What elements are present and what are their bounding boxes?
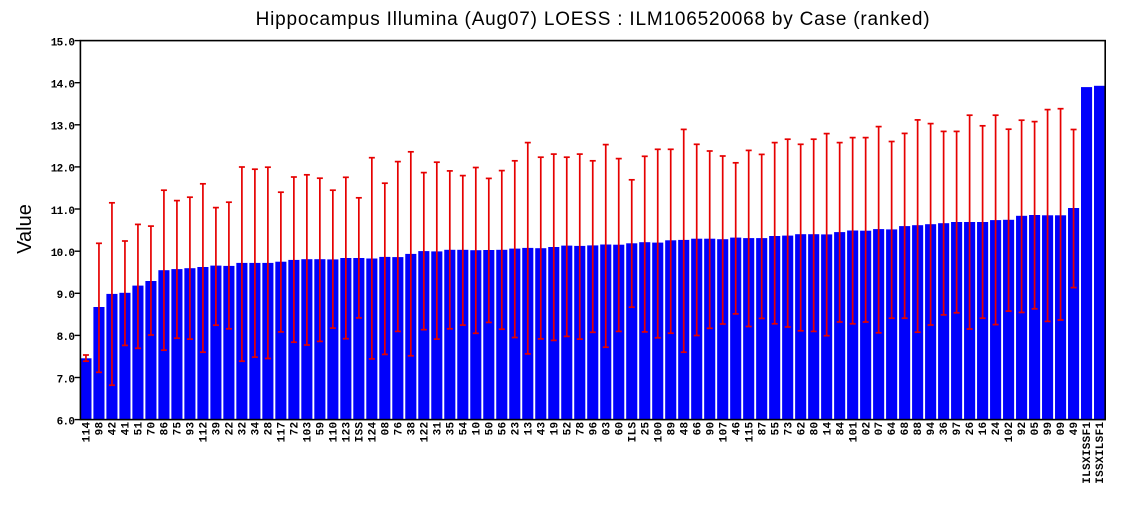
svg-text:51: 51 — [134, 422, 146, 436]
svg-text:ISS: ISS — [354, 422, 366, 443]
svg-text:70: 70 — [147, 422, 159, 436]
svg-text:110: 110 — [328, 422, 340, 443]
svg-text:24: 24 — [991, 422, 1003, 436]
svg-text:66: 66 — [692, 422, 704, 436]
svg-text:03: 03 — [601, 422, 613, 436]
svg-text:96: 96 — [588, 422, 600, 436]
svg-text:12.0: 12.0 — [51, 164, 75, 176]
svg-text:114: 114 — [82, 422, 94, 443]
svg-text:72: 72 — [289, 422, 301, 436]
svg-text:8.0: 8.0 — [57, 332, 75, 344]
svg-text:101: 101 — [848, 422, 860, 443]
svg-text:88: 88 — [913, 422, 925, 436]
svg-text:9.0: 9.0 — [57, 290, 75, 302]
svg-text:41: 41 — [121, 422, 133, 436]
svg-text:80: 80 — [809, 422, 821, 436]
svg-text:Value: Value — [14, 204, 36, 254]
svg-text:97: 97 — [952, 422, 964, 436]
svg-text:123: 123 — [341, 422, 353, 443]
svg-text:124: 124 — [367, 422, 379, 443]
svg-text:73: 73 — [783, 422, 795, 436]
svg-text:19: 19 — [549, 422, 561, 436]
svg-text:75: 75 — [173, 422, 185, 436]
svg-text:28: 28 — [263, 422, 275, 436]
svg-text:43: 43 — [536, 422, 548, 436]
svg-text:112: 112 — [199, 422, 211, 443]
svg-text:84: 84 — [835, 422, 847, 436]
svg-text:50: 50 — [484, 422, 496, 436]
svg-text:Hippocampus Illumina (Aug07) L: Hippocampus Illumina (Aug07) LOESS : ILM… — [256, 9, 931, 30]
svg-text:13: 13 — [523, 422, 535, 436]
svg-text:42: 42 — [108, 422, 120, 436]
svg-text:25: 25 — [640, 422, 652, 436]
svg-text:ILS: ILS — [627, 422, 639, 443]
svg-text:102: 102 — [1004, 422, 1016, 443]
svg-text:93: 93 — [186, 422, 198, 436]
svg-text:11.0: 11.0 — [51, 206, 75, 218]
svg-text:122: 122 — [419, 422, 431, 443]
svg-text:78: 78 — [575, 422, 587, 436]
svg-text:ISSXILSF1: ISSXILSF1 — [1095, 422, 1107, 484]
svg-text:87: 87 — [757, 422, 769, 436]
svg-text:10.0: 10.0 — [51, 248, 75, 260]
svg-text:49: 49 — [1069, 422, 1081, 436]
svg-text:34: 34 — [250, 422, 262, 436]
svg-text:55: 55 — [770, 422, 782, 436]
svg-text:6.0: 6.0 — [57, 416, 75, 428]
svg-text:7.0: 7.0 — [57, 374, 75, 386]
svg-text:99: 99 — [1043, 422, 1055, 436]
svg-text:86: 86 — [160, 422, 172, 436]
svg-text:35: 35 — [445, 422, 457, 436]
svg-text:103: 103 — [302, 422, 314, 443]
svg-text:68: 68 — [900, 422, 912, 436]
svg-text:117: 117 — [276, 422, 288, 443]
svg-text:76: 76 — [393, 422, 405, 436]
svg-text:05: 05 — [1030, 422, 1042, 436]
svg-text:ILSXISSF1: ILSXISSF1 — [1082, 422, 1094, 484]
svg-text:07: 07 — [874, 422, 886, 436]
svg-text:46: 46 — [731, 422, 743, 436]
svg-text:62: 62 — [796, 422, 808, 436]
svg-text:09: 09 — [1056, 422, 1068, 436]
svg-text:31: 31 — [432, 422, 444, 436]
svg-text:13.0: 13.0 — [51, 122, 75, 134]
svg-text:89: 89 — [666, 422, 678, 436]
svg-text:36: 36 — [939, 422, 951, 436]
svg-text:10: 10 — [471, 422, 483, 436]
svg-text:38: 38 — [406, 422, 418, 436]
svg-text:92: 92 — [1017, 422, 1029, 436]
svg-text:115: 115 — [744, 422, 756, 443]
svg-text:23: 23 — [510, 422, 522, 436]
svg-text:22: 22 — [225, 422, 237, 436]
svg-text:48: 48 — [679, 422, 691, 436]
svg-text:08: 08 — [380, 422, 392, 436]
svg-text:56: 56 — [497, 422, 509, 436]
svg-text:107: 107 — [718, 422, 730, 443]
svg-text:15.0: 15.0 — [51, 37, 75, 49]
svg-text:54: 54 — [458, 422, 470, 436]
svg-text:02: 02 — [861, 422, 873, 436]
svg-text:16: 16 — [978, 422, 990, 436]
svg-text:59: 59 — [315, 422, 327, 436]
svg-text:39: 39 — [212, 422, 224, 436]
svg-text:14.0: 14.0 — [51, 80, 75, 92]
svg-text:60: 60 — [614, 422, 626, 436]
svg-text:26: 26 — [965, 422, 977, 436]
svg-text:98: 98 — [95, 422, 107, 436]
svg-text:90: 90 — [705, 422, 717, 436]
svg-text:100: 100 — [653, 422, 665, 443]
svg-text:94: 94 — [926, 422, 938, 436]
svg-text:32: 32 — [237, 422, 249, 436]
svg-text:64: 64 — [887, 422, 899, 436]
svg-text:14: 14 — [822, 422, 834, 436]
svg-text:52: 52 — [562, 422, 574, 436]
